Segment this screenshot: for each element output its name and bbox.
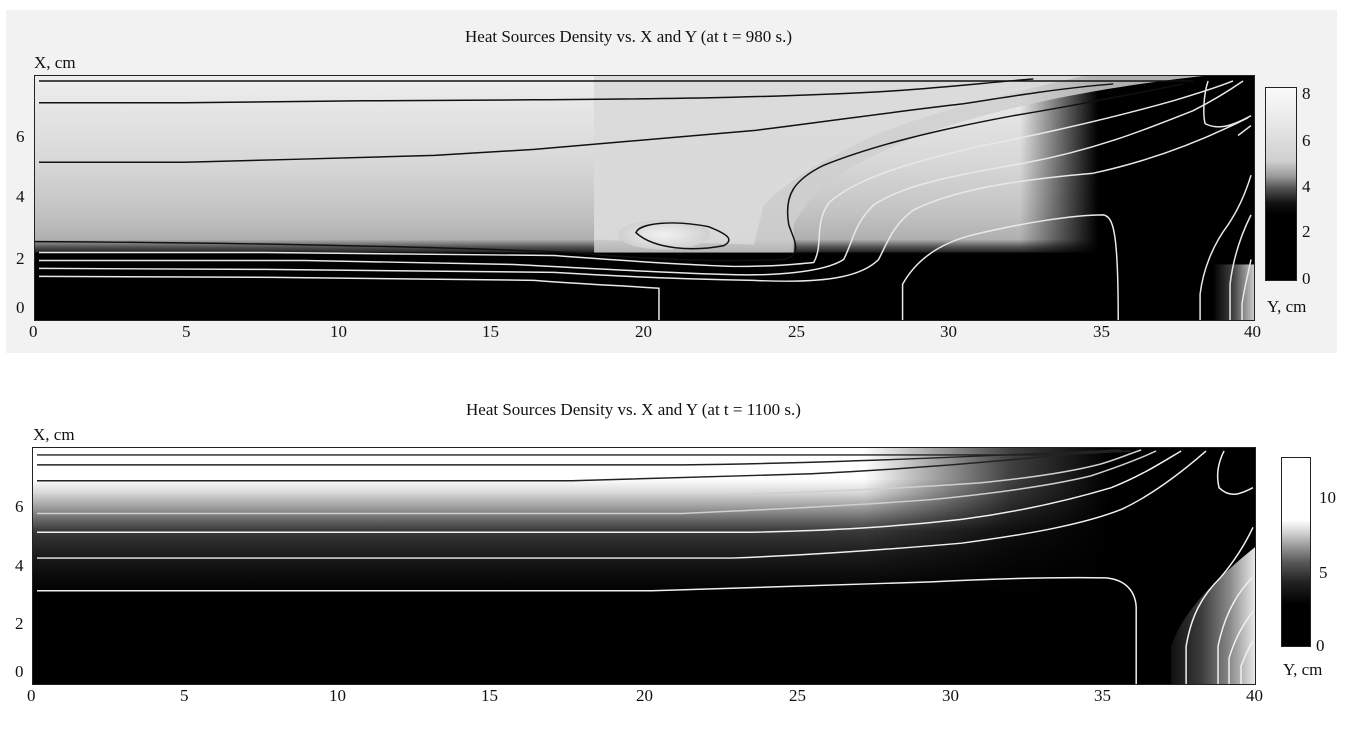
bottom-colorbar-tick: 5 bbox=[1319, 563, 1328, 582]
bottom-colorbar bbox=[1281, 457, 1311, 647]
bottom-x-tick: 20 bbox=[636, 686, 653, 705]
bottom-x-tick: 10 bbox=[329, 686, 346, 705]
top-x-tick: 15 bbox=[482, 322, 499, 341]
bottom-x-axis-label: Y, cm bbox=[1283, 660, 1323, 679]
top-x-tick: 5 bbox=[182, 322, 191, 341]
top-x-axis-label: Y, cm bbox=[1267, 297, 1307, 316]
bottom-x-tick: 40 bbox=[1246, 686, 1263, 705]
top-colorbar-tick: 6 bbox=[1302, 131, 1311, 150]
top-heatmap-plot bbox=[34, 75, 1255, 321]
top-y-axis-label: X, cm bbox=[34, 53, 76, 72]
bottom-colorbar-tick: 0 bbox=[1316, 636, 1325, 655]
top-y-tick: 2 bbox=[16, 249, 25, 268]
top-y-tick: 6 bbox=[16, 127, 25, 146]
bottom-chart-title: Heat Sources Density vs. X and Y (at t =… bbox=[466, 400, 801, 419]
top-x-tick: 30 bbox=[940, 322, 957, 341]
top-chart-title: Heat Sources Density vs. X and Y (at t =… bbox=[465, 27, 793, 46]
bottom-colorbar-tick: 10 bbox=[1319, 488, 1336, 507]
bottom-x-tick: 15 bbox=[481, 686, 498, 705]
top-x-tick: 20 bbox=[635, 322, 652, 341]
bottom-y-tick: 2 bbox=[15, 614, 24, 633]
bottom-x-tick: 25 bbox=[789, 686, 806, 705]
bottom-x-tick: 35 bbox=[1094, 686, 1111, 705]
bottom-y-tick: 4 bbox=[15, 556, 24, 575]
top-colorbar-tick: 8 bbox=[1302, 84, 1311, 103]
top-colorbar-tick: 0 bbox=[1302, 269, 1311, 288]
top-x-tick: 40 bbox=[1244, 322, 1261, 341]
top-heatmap-svg bbox=[35, 76, 1254, 320]
bottom-x-tick: 0 bbox=[27, 686, 36, 705]
top-colorbar-tick: 4 bbox=[1302, 177, 1311, 196]
bottom-heatmap-plot bbox=[32, 447, 1256, 685]
bottom-y-tick: 0 bbox=[15, 662, 24, 681]
top-y-tick: 0 bbox=[16, 298, 25, 317]
top-y-tick: 4 bbox=[16, 187, 25, 206]
top-colorbar-tick: 2 bbox=[1302, 222, 1311, 241]
top-x-tick: 10 bbox=[330, 322, 347, 341]
bottom-y-tick: 6 bbox=[15, 497, 24, 516]
top-x-tick: 25 bbox=[788, 322, 805, 341]
top-colorbar bbox=[1265, 87, 1297, 281]
top-x-tick: 0 bbox=[29, 322, 38, 341]
top-x-tick: 35 bbox=[1093, 322, 1110, 341]
bottom-x-tick: 30 bbox=[942, 686, 959, 705]
bottom-heatmap-svg bbox=[33, 448, 1255, 684]
bottom-y-axis-label: X, cm bbox=[33, 425, 75, 444]
bottom-x-tick: 5 bbox=[180, 686, 189, 705]
